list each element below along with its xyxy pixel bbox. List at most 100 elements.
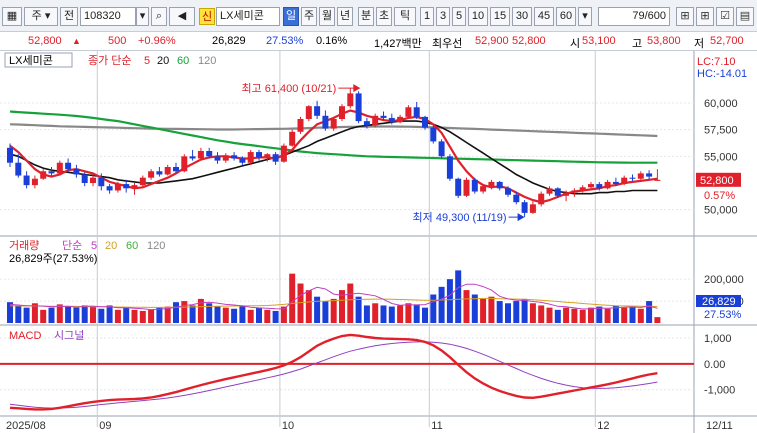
volume-bar (305, 290, 312, 323)
volume-bar (164, 306, 171, 323)
stock-name-field[interactable]: LX세미콘 (216, 7, 280, 26)
tab-minute[interactable]: 분 (358, 7, 374, 26)
candle-body (446, 156, 453, 179)
search-icon[interactable]: ⌕ (151, 7, 167, 26)
volume-bar (264, 309, 271, 323)
volume-bar (422, 307, 428, 323)
volume-panel-title: 거래량 (9, 239, 39, 252)
macd-lines (9, 333, 658, 411)
stock-code-input[interactable]: 108320 (80, 7, 136, 26)
candle-body (173, 167, 179, 172)
high-annotation: 최고 61,400 (10/21) (241, 82, 361, 95)
volume-bar (521, 298, 528, 323)
interval-dropdown-button[interactable]: ▾ (578, 7, 592, 26)
volume-bar (173, 302, 179, 323)
volume-bar (31, 303, 38, 323)
candle-body (7, 147, 13, 163)
interval-1-button[interactable]: 1 (420, 7, 434, 26)
tab-second[interactable]: 초 (376, 7, 392, 26)
candle-body (588, 184, 594, 188)
candle-body (646, 173, 653, 177)
tab-month[interactable]: 월 (319, 7, 335, 26)
volume-bar (272, 310, 279, 323)
save-icon[interactable]: ▤ (736, 7, 754, 26)
trade-volume: 26,829 (212, 35, 246, 47)
candle-body (280, 145, 287, 162)
interval-30-button[interactable]: 30 (512, 7, 532, 26)
volume-bar (579, 309, 586, 323)
volume-bar (81, 305, 88, 323)
interval-10-button[interactable]: 10 (468, 7, 488, 26)
volume-bars (7, 270, 661, 323)
tab-year[interactable]: 년 (337, 7, 353, 26)
interval-5-button[interactable]: 5 (452, 7, 466, 26)
speaker-icon[interactable]: ◀ (169, 7, 195, 26)
volume-bar (372, 303, 379, 323)
volume-bar (637, 308, 644, 323)
turnover-rate: 0.16% (316, 35, 348, 47)
interval-45-button[interactable]: 45 (534, 7, 554, 26)
volume-y-tick-label: 200,000 (704, 274, 744, 286)
low-arrow-head (517, 213, 525, 222)
macd-y-tick-label: -1,000 (704, 385, 735, 397)
x-axis-labels: 2025/08 09 10 11 12 12/11 (6, 420, 733, 432)
volume-legend-ma60: 60 (126, 240, 138, 252)
candle-body (123, 184, 130, 189)
view-toggle-button[interactable]: 전 (60, 7, 78, 26)
lc-label: LC:7.10 (697, 56, 736, 68)
candle-body (637, 173, 644, 179)
checkbox-icon[interactable]: ☑ (716, 7, 734, 26)
macd-line (9, 333, 658, 411)
volume-ma5-line (9, 283, 658, 311)
display-count-input[interactable]: 79/600 (598, 7, 670, 26)
tab-tick[interactable]: 틱 (394, 7, 416, 26)
price-chart[interactable]: LX세미콘 종가 단순 5 20 60 120 LC:7.10 HC:-14.0… (0, 51, 757, 433)
volume-bar (505, 303, 511, 323)
code-dropdown-button[interactable]: ▾ (136, 7, 149, 26)
volume-bar (123, 307, 130, 323)
tab-week[interactable]: 주 (301, 7, 317, 26)
candle-body (222, 155, 229, 161)
candle-body (40, 171, 47, 179)
candle-body (388, 117, 395, 123)
chart-settings-icon[interactable]: ▦ (2, 7, 22, 26)
candle-body (139, 177, 146, 186)
candle-body (513, 194, 520, 203)
volume-bar (463, 290, 470, 323)
interval-60-button[interactable]: 60 (556, 7, 576, 26)
candle-body (98, 177, 105, 187)
x-axis-label: 09 (99, 420, 111, 432)
volume-bar (314, 296, 321, 323)
price-summary-bar: 52,800 ▲ 500 +0.96% 26,829 27.53% 0.16% … (0, 32, 757, 51)
volume-ma-lines (9, 283, 658, 311)
open-label: 시 (570, 38, 581, 50)
volume-legend-ma120: 120 (147, 240, 165, 252)
layout-icon[interactable]: ⊞ (696, 7, 714, 26)
x-axis-label: 2025/08 (6, 420, 46, 432)
interval-15-button[interactable]: 15 (490, 7, 510, 26)
price-panel-title: LX세미콘 (9, 54, 53, 67)
market-select[interactable]: 주 ▾ (24, 7, 58, 26)
change-up-icon: ▲ (72, 36, 81, 46)
volume-bar (612, 305, 619, 323)
tab-day[interactable]: 일 (283, 7, 299, 26)
volume-bar (189, 305, 196, 323)
candle-body (488, 181, 495, 187)
price-y-tick-label: 55,000 (704, 151, 738, 163)
volume-bar (471, 294, 478, 323)
candle-body (131, 185, 138, 189)
low-price: 52,700 (710, 35, 744, 47)
volume-bar (181, 301, 188, 323)
candle-body (554, 188, 561, 196)
volume-bar (156, 307, 163, 323)
volume-bar (247, 309, 254, 323)
current-volume-label: 26,829 (702, 296, 736, 308)
interval-3-button[interactable]: 3 (436, 7, 450, 26)
volume-ma20-line (10, 297, 658, 308)
price-y-tick-label: 60,000 (704, 98, 738, 110)
candle-body (621, 177, 628, 185)
high-label: 고 (632, 38, 643, 50)
volume-bar (114, 309, 121, 323)
candle-body (239, 158, 246, 163)
grid-icon[interactable]: ⊞ (676, 7, 694, 26)
